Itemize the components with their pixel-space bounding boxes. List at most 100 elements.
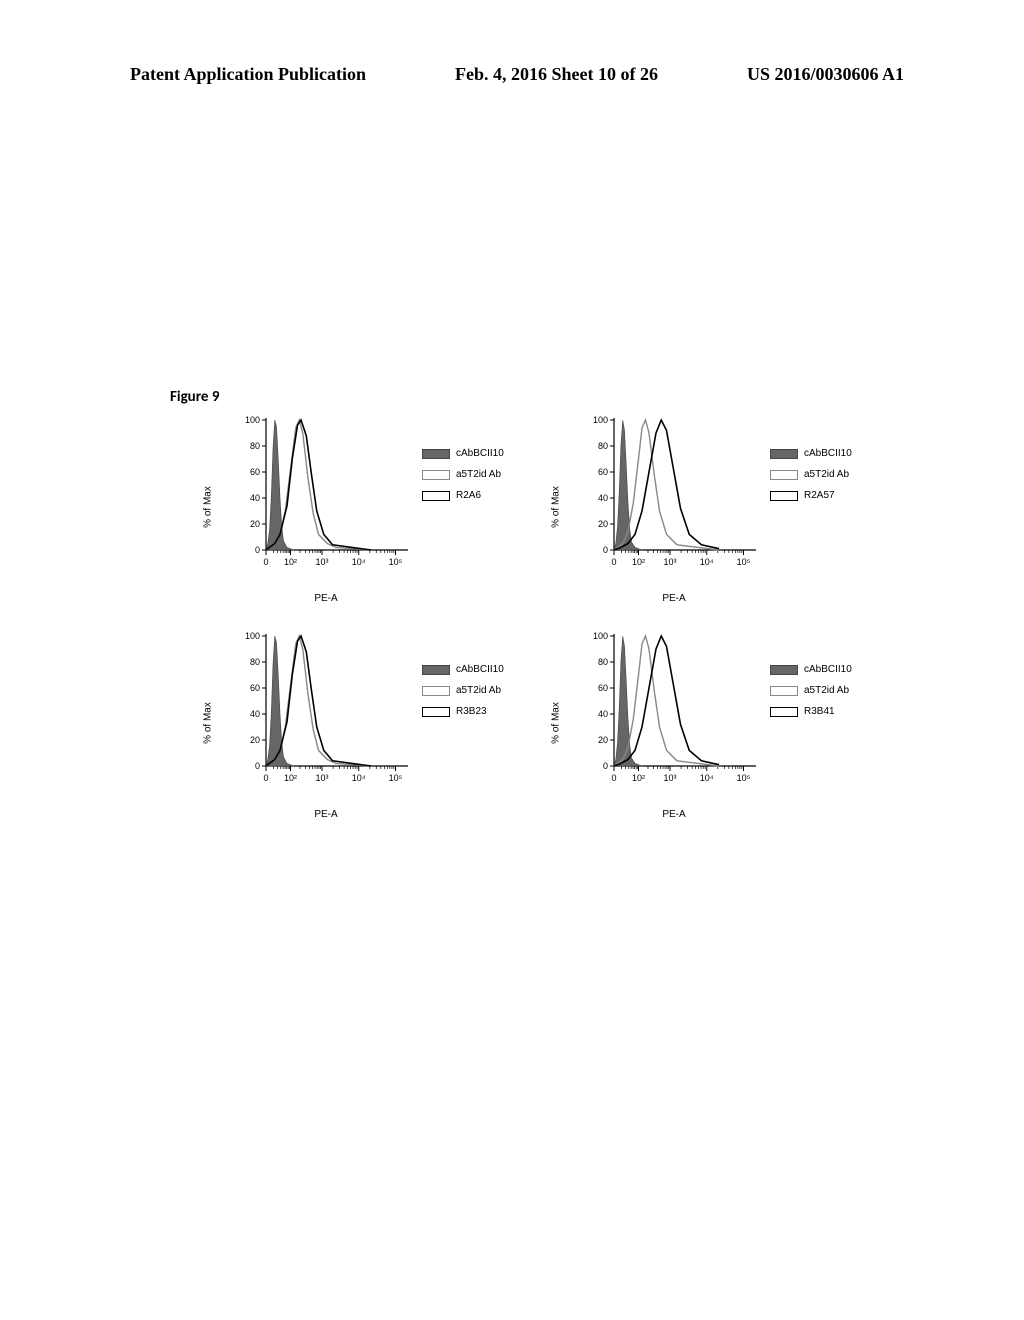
legend-item: a5T2id Ab [770,685,878,696]
x-tick-label: 0 [263,557,268,567]
legend-swatch-icon [770,665,798,675]
y-tick-label: 20 [598,735,608,745]
legend-label: a5T2id Ab [804,685,849,696]
y-tick-label: 40 [250,493,260,503]
legend-label: a5T2id Ab [456,469,501,480]
y-tick-label: 60 [250,467,260,477]
histogram-plot: 020406080100010²10³10⁴10⁵ [584,412,760,576]
histogram-plot: 020406080100010²10³10⁴10⁵ [236,412,412,576]
legend-label: cAbBCII10 [456,448,504,459]
legend-item: a5T2id Ab [422,685,530,696]
legend-swatch-icon [422,665,450,675]
panel-top-left: % of MaxPE-A020406080100010²10³10⁴10⁵cAb… [218,408,530,606]
legend-label: cAbBCII10 [456,664,504,675]
y-tick-label: 20 [250,735,260,745]
y-axis-label: % of Max [203,486,214,528]
legend-item: R2A57 [770,490,878,501]
series-solid [266,636,371,766]
panel-bottom-right: % of MaxPE-A020406080100010²10³10⁴10⁵cAb… [566,624,878,822]
x-tick-label: 10³ [663,773,676,783]
legend-swatch-icon [770,491,798,501]
x-tick-label: 10⁴ [352,557,366,567]
header-center: Feb. 4, 2016 Sheet 10 of 26 [455,64,658,85]
y-axis-label: % of Max [551,702,562,744]
legend-swatch-icon [422,470,450,480]
x-tick-label: 10² [284,773,297,783]
x-axis-label: PE-A [314,809,337,820]
x-tick-label: 10³ [315,773,328,783]
y-tick-label: 40 [598,709,608,719]
x-tick-label: 10² [284,557,297,567]
legend-item: cAbBCII10 [770,664,878,675]
legend: cAbBCII10 a5T2id Ab R3B41 [770,664,878,717]
y-tick-label: 80 [250,441,260,451]
y-tick-label: 100 [245,631,260,641]
legend-label: cAbBCII10 [804,448,852,459]
legend-item: R3B41 [770,706,878,717]
y-tick-label: 0 [603,761,608,771]
x-axis-label: PE-A [314,593,337,604]
y-tick-label: 0 [603,545,608,555]
x-tick-label: 10⁵ [389,773,403,783]
legend: cAbBCII10 a5T2id Ab R2A57 [770,448,878,501]
legend-swatch-icon [422,707,450,717]
x-tick-label: 10² [632,773,645,783]
legend-label: a5T2id Ab [804,469,849,480]
legend-label: cAbBCII10 [804,664,852,675]
x-tick-label: 10⁵ [737,557,751,567]
x-tick-label: 10⁴ [700,773,714,783]
x-axis-label: PE-A [662,809,685,820]
y-tick-label: 100 [593,415,608,425]
legend: cAbBCII10 a5T2id Ab R2A6 [422,448,530,501]
x-tick-label: 10⁵ [737,773,751,783]
histogram-plot: 020406080100010²10³10⁴10⁵ [584,628,760,792]
y-tick-label: 40 [598,493,608,503]
y-tick-label: 80 [250,657,260,667]
legend-item: a5T2id Ab [770,469,878,480]
y-tick-label: 60 [598,467,608,477]
figure-label: Figure 9 [170,388,219,406]
y-axis-label: % of Max [203,702,214,744]
histogram-plot: 020406080100010²10³10⁴10⁵ [236,628,412,792]
legend-swatch-icon [770,449,798,459]
legend-swatch-icon [422,449,450,459]
legend-swatch-icon [770,707,798,717]
legend-swatch-icon [770,470,798,480]
x-tick-label: 10⁵ [389,557,403,567]
y-tick-label: 80 [598,441,608,451]
legend-swatch-icon [422,491,450,501]
legend-item: R3B23 [422,706,530,717]
legend-label: R3B41 [804,706,835,717]
page-header: Patent Application Publication Feb. 4, 2… [0,64,1024,85]
header-right: US 2016/0030606 A1 [747,64,904,85]
legend-item: R2A6 [422,490,530,501]
page: Patent Application Publication Feb. 4, 2… [0,0,1024,1320]
y-tick-label: 20 [250,519,260,529]
y-tick-label: 100 [245,415,260,425]
legend-item: cAbBCII10 [422,664,530,675]
x-axis-label: PE-A [662,593,685,604]
x-tick-label: 10³ [315,557,328,567]
legend-swatch-icon [422,686,450,696]
y-tick-label: 0 [255,761,260,771]
y-tick-label: 60 [598,683,608,693]
x-tick-label: 0 [611,557,616,567]
header-left: Patent Application Publication [130,64,366,85]
legend-item: cAbBCII10 [422,448,530,459]
figure-panels: % of Max PE-A 0 20 40 60 80 100 0 10² 10³ 10⁴ 10⁵ cAb… [218,408,878,822]
y-tick-label: 20 [598,519,608,529]
legend-label: R2A57 [804,490,835,501]
x-tick-label: 10⁴ [700,557,714,567]
legend-label: R3B23 [456,706,487,717]
y-tick-label: 80 [598,657,608,667]
legend-swatch-icon [770,686,798,696]
panel-bottom-left: % of MaxPE-A020406080100010²10³10⁴10⁵cAb… [218,624,530,822]
series-solid [266,420,371,550]
x-tick-label: 10² [632,557,645,567]
y-tick-label: 100 [593,631,608,641]
y-axis-label: % of Max [551,486,562,528]
legend-label: a5T2id Ab [456,685,501,696]
legend-item: cAbBCII10 [770,448,878,459]
y-tick-label: 40 [250,709,260,719]
x-tick-label: 10⁴ [352,773,366,783]
